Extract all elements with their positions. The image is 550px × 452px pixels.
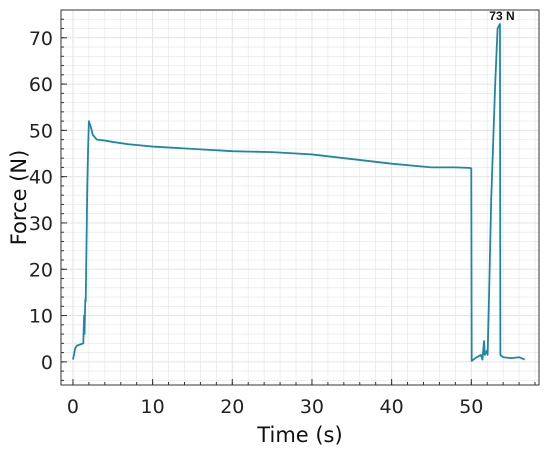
x-tick-label: 0 [67, 396, 79, 418]
y-tick-label: 10 [29, 306, 53, 328]
x-tick-label: 20 [220, 396, 244, 418]
y-axis-ticks: 0 10 20 30 40 50 60 70 [29, 28, 67, 374]
x-tick-label: 10 [141, 396, 165, 418]
y-tick-label: 0 [41, 352, 53, 374]
gridlines [61, 9, 539, 385]
y-tick-label: 50 [29, 120, 53, 142]
y-tick-label: 30 [29, 213, 53, 235]
x-tick-label: 30 [300, 396, 324, 418]
y-tick-label: 60 [29, 74, 53, 96]
series-layer [72, 22, 526, 362]
y-tick-label: 70 [29, 28, 53, 50]
x-tick-label: 40 [380, 396, 404, 418]
y-tick-label: 40 [29, 167, 53, 189]
x-axis-title: Time (s) [256, 423, 342, 447]
force-series-line [72, 22, 526, 362]
x-axis-ticks: 0 10 20 30 40 50 [67, 379, 483, 418]
x-tick-label: 50 [459, 396, 483, 418]
y-axis-title: Force (N) [7, 150, 31, 246]
minor-ticks [61, 9, 536, 385]
peak-annotation: 73 N [489, 9, 514, 23]
y-tick-label: 20 [29, 259, 53, 281]
plot-frame [60, 9, 540, 386]
